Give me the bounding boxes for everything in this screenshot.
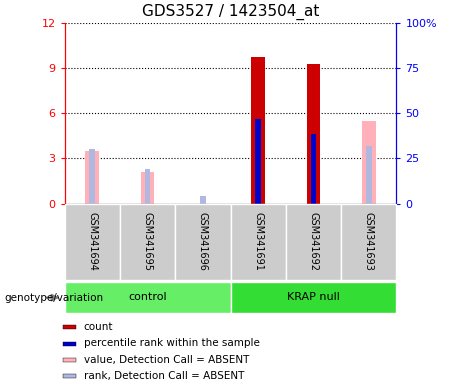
Text: percentile rank within the sample: percentile rank within the sample <box>84 338 260 348</box>
FancyBboxPatch shape <box>120 204 175 280</box>
Bar <box>64 358 76 362</box>
FancyBboxPatch shape <box>230 204 286 280</box>
Text: genotype/variation: genotype/variation <box>5 293 104 303</box>
Text: GSM341692: GSM341692 <box>308 212 319 271</box>
Bar <box>362 121 376 204</box>
Bar <box>311 134 316 204</box>
Bar <box>366 146 372 204</box>
Text: GSM341696: GSM341696 <box>198 212 208 271</box>
FancyBboxPatch shape <box>230 282 396 313</box>
Text: rank, Detection Call = ABSENT: rank, Detection Call = ABSENT <box>84 371 244 381</box>
Text: GSM341691: GSM341691 <box>253 212 263 271</box>
Bar <box>200 196 206 204</box>
FancyBboxPatch shape <box>175 204 230 280</box>
Bar <box>64 325 76 329</box>
Text: count: count <box>84 322 113 332</box>
Title: GDS3527 / 1423504_at: GDS3527 / 1423504_at <box>142 4 319 20</box>
FancyBboxPatch shape <box>65 282 230 313</box>
FancyBboxPatch shape <box>341 204 396 280</box>
Text: GSM341693: GSM341693 <box>364 212 374 271</box>
FancyBboxPatch shape <box>65 204 120 280</box>
Bar <box>64 342 76 346</box>
Text: value, Detection Call = ABSENT: value, Detection Call = ABSENT <box>84 354 249 364</box>
Text: KRAP null: KRAP null <box>287 292 340 302</box>
Text: GSM341694: GSM341694 <box>87 212 97 271</box>
Bar <box>89 149 95 204</box>
FancyBboxPatch shape <box>286 204 341 280</box>
Text: control: control <box>128 292 167 302</box>
Bar <box>255 119 261 204</box>
Bar <box>251 57 265 204</box>
Text: GSM341695: GSM341695 <box>142 212 153 271</box>
Bar <box>85 151 99 204</box>
Bar <box>64 374 76 378</box>
Bar <box>145 169 150 204</box>
Bar <box>307 64 320 204</box>
Bar <box>141 172 154 204</box>
